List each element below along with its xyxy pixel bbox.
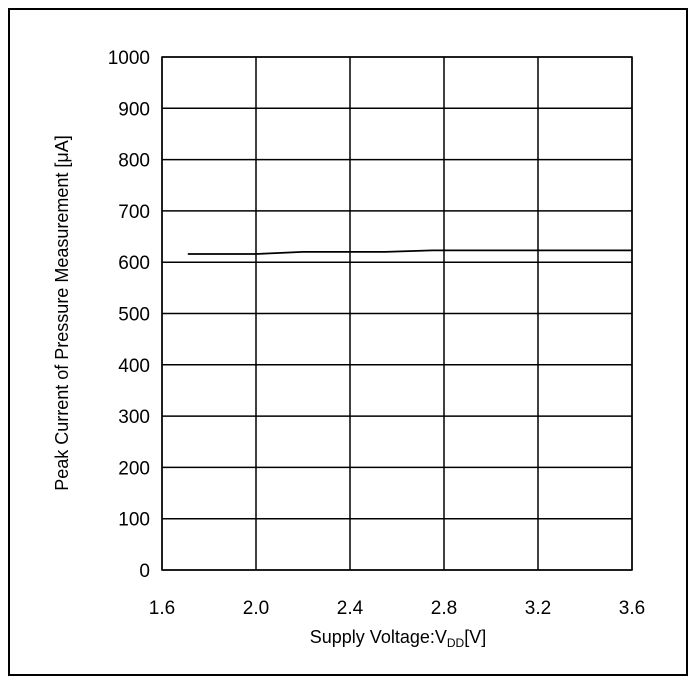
x-axis-label: Supply Voltage:VDD[V] — [310, 627, 486, 650]
y-tick-label: 1000 — [108, 48, 150, 69]
plot-area-border — [161, 56, 633, 571]
y-tick-label: 800 — [118, 151, 150, 172]
x-axis-label-subscript: DD — [447, 636, 465, 650]
x-tick-label: 3.2 — [525, 598, 551, 619]
series-group — [187, 249, 632, 255]
y-tick-label: 600 — [118, 253, 150, 274]
x-tick-label: 2.8 — [431, 598, 457, 619]
y-tick-label: 300 — [118, 407, 150, 428]
y-tick-label: 500 — [118, 305, 150, 326]
x-tick-label: 2.0 — [243, 598, 269, 619]
grid-lines — [161, 56, 633, 571]
y-axis-label: Peak Current of Pressure Measurement [μA… — [52, 135, 72, 491]
x-axis-label-main: Supply Voltage:V — [310, 627, 447, 647]
y-tick-label: 0 — [139, 561, 150, 582]
x-tick-label: 2.4 — [337, 598, 364, 619]
y-tick-labels: 0 100 200 300 400 500 600 700 800 900 1000 — [108, 48, 150, 582]
y-tick-label: 900 — [118, 99, 150, 120]
x-tick-label: 1.6 — [149, 598, 175, 619]
series-line-0 — [187, 249, 632, 255]
x-tick-label: 3.6 — [619, 598, 645, 619]
y-tick-label: 700 — [118, 202, 150, 223]
y-tick-label: 400 — [118, 356, 150, 377]
x-tick-labels: 1.6 2.0 2.4 2.8 3.2 3.6 — [149, 598, 645, 619]
y-tick-label: 100 — [118, 510, 150, 531]
figure-frame — [8, 8, 688, 676]
y-tick-label: 200 — [118, 458, 150, 479]
x-axis-label-unit: [V] — [464, 627, 486, 647]
